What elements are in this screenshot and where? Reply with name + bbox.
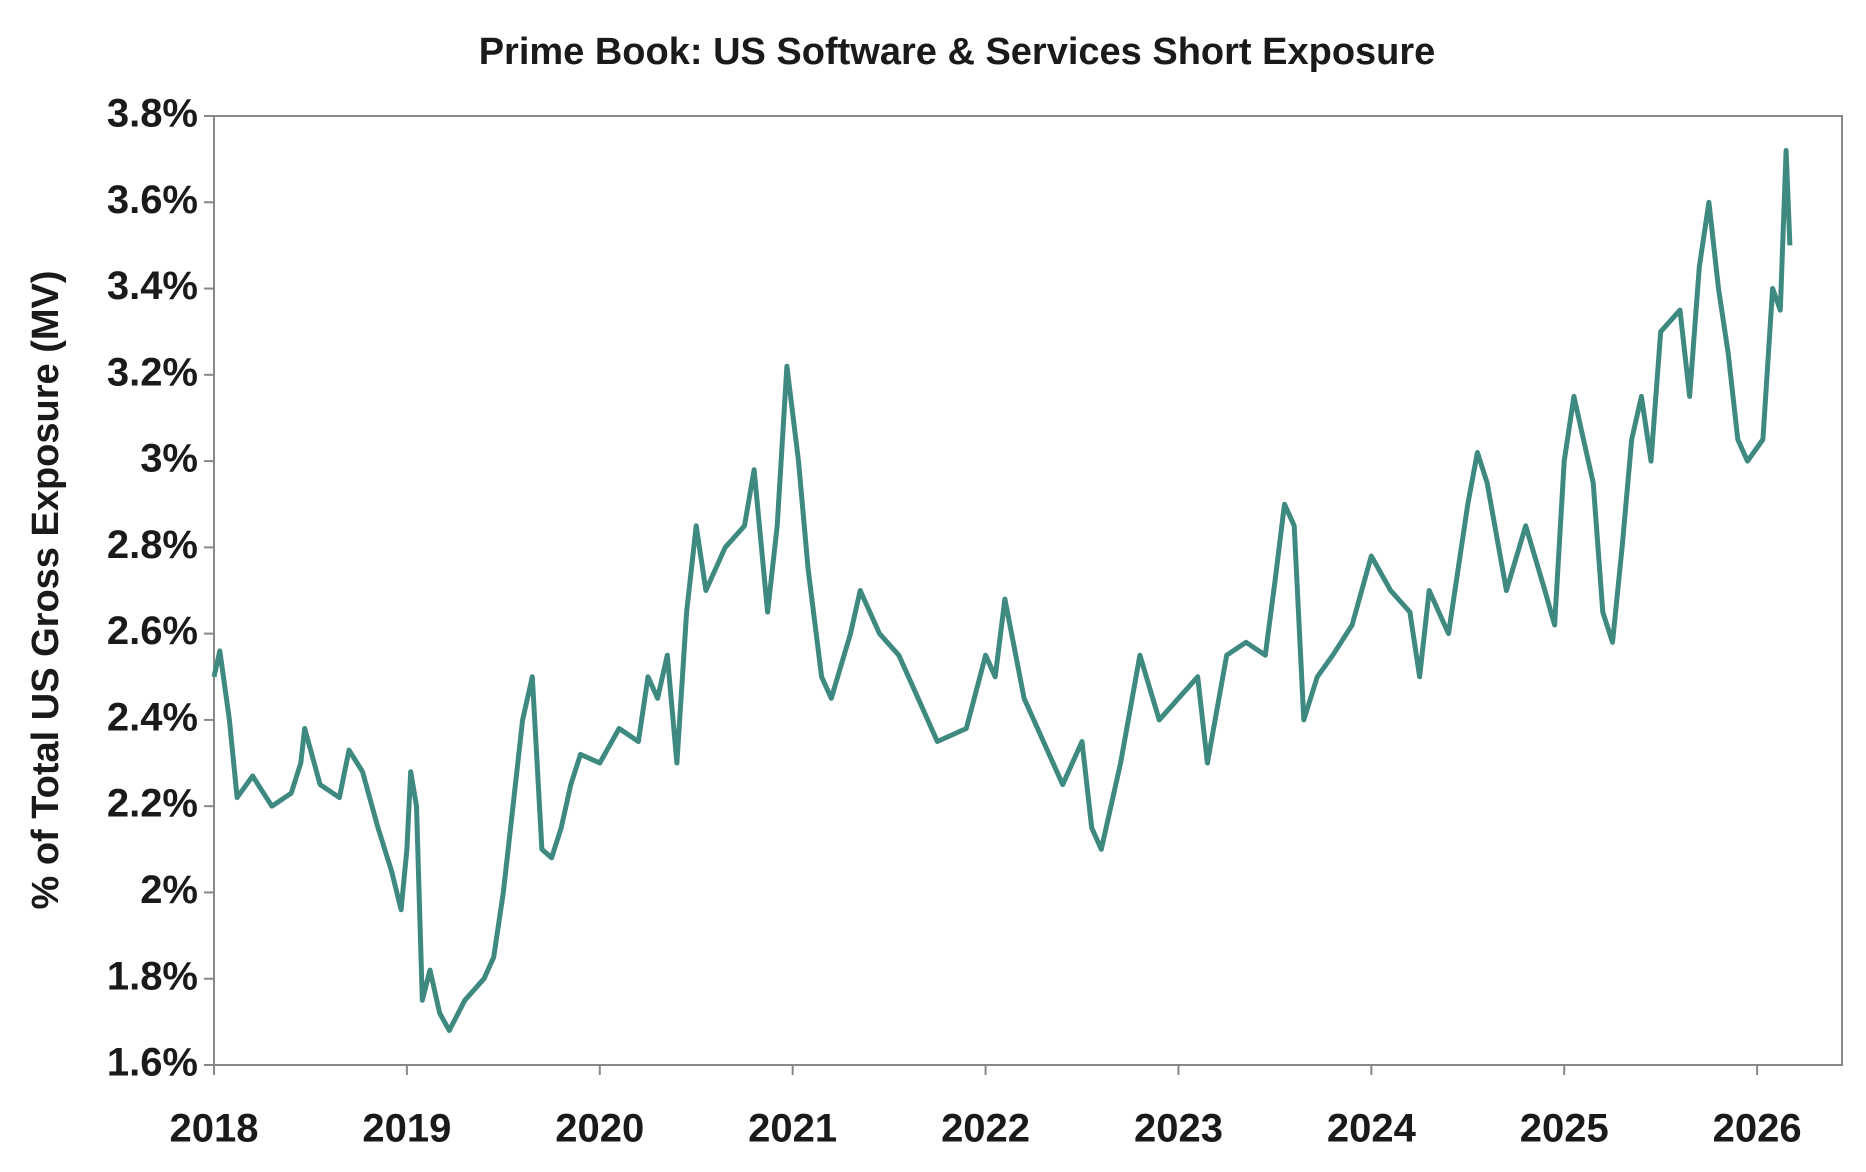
y-axis-label: % of Total US Gross Exposure (MV) [25, 270, 67, 909]
y-tick-label: 2.8% [107, 523, 198, 567]
x-tick-label: 2018 [170, 1107, 259, 1151]
y-tick-label: 2.6% [107, 609, 198, 653]
plot-frame [213, 115, 1843, 1066]
y-tick-label: 3% [140, 437, 198, 481]
y-tick-label: 2% [140, 868, 198, 912]
y-tick-label: 3.2% [107, 350, 198, 394]
y-tick-label: 3.4% [107, 264, 198, 308]
y-tick-label: 1.6% [107, 1041, 198, 1085]
x-tick-label: 2021 [748, 1107, 837, 1151]
x-tick-label: 2024 [1327, 1107, 1417, 1151]
x-tick-label: 2022 [941, 1107, 1030, 1151]
y-tick-label: 3.6% [107, 178, 198, 222]
y-tick-label: 3.8% [107, 92, 198, 136]
y-tick-label: 2.4% [107, 695, 198, 739]
x-tick-label: 2023 [1134, 1107, 1223, 1151]
x-tick-label: 2025 [1520, 1107, 1609, 1151]
line [211, 148, 1793, 1033]
x-tick-label: 2020 [555, 1107, 644, 1151]
x-tick-label: 2019 [362, 1107, 451, 1151]
chart-title: Prime Book: US Software & Services Short… [479, 31, 1436, 73]
y-tick-label: 1.8% [107, 954, 198, 998]
y-tick-label: 2.2% [107, 782, 198, 826]
x-tick-label: 2026 [1713, 1107, 1802, 1151]
